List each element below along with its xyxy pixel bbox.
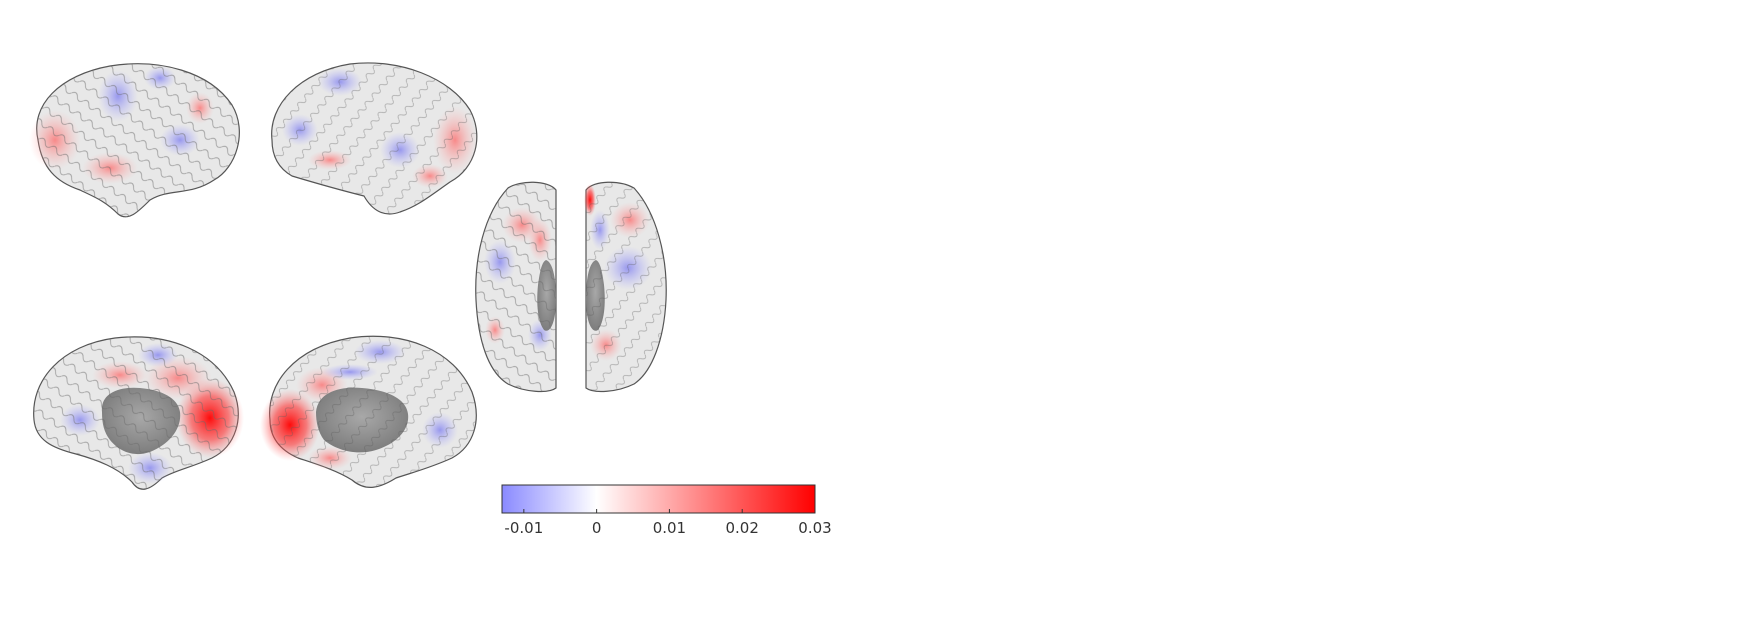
- brain-view-left-lateral: [29, 63, 240, 218]
- brain-view-left-medial: [33, 336, 244, 490]
- colorbar-tick-label: 0.03: [798, 519, 831, 537]
- colorbar-tick-label: 0.02: [726, 519, 759, 537]
- colorbar-ticks: -0.01 0 0.01 0.02 0.03: [504, 509, 832, 537]
- colorbar-tick-label: 0: [592, 519, 602, 537]
- brain-view-dorsal-left: [475, 181, 557, 393]
- brain-view-right-lateral: [271, 62, 478, 215]
- brain-view-right-medial: [260, 335, 477, 488]
- colorbar-tick-label: 0.01: [653, 519, 686, 537]
- colorbar-tick-label: -0.01: [504, 519, 543, 537]
- colorbar: -0.01 0 0.01 0.02 0.03: [501, 484, 832, 537]
- brain-view-dorsal-right: [584, 181, 667, 393]
- colorbar-gradient: [501, 484, 816, 514]
